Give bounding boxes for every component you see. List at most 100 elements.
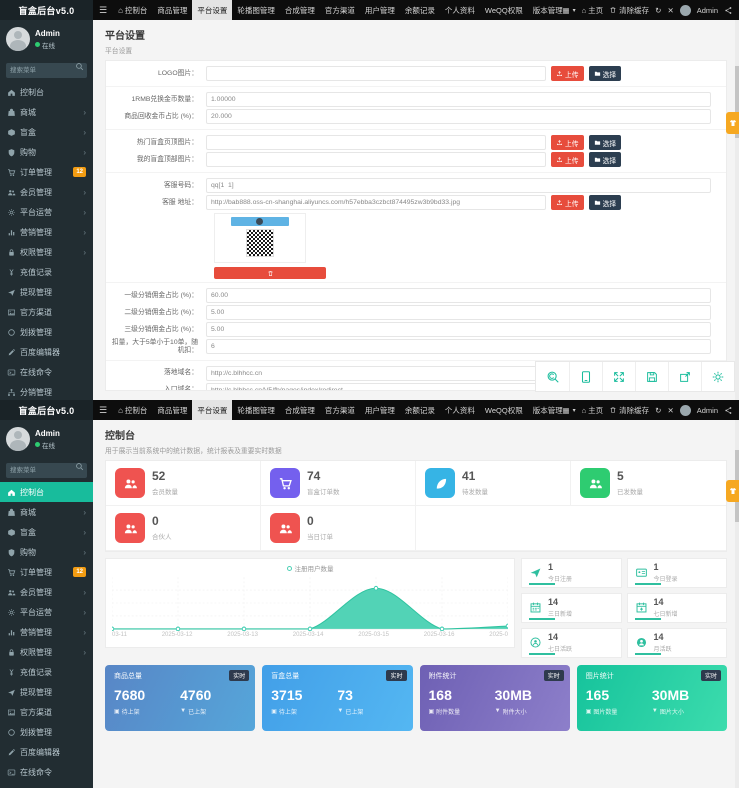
sidebar-menu-item[interactable]: 分销管理 xyxy=(0,382,93,400)
sidebar-menu-item[interactable]: 购物 › xyxy=(0,142,93,162)
level1-commission-input[interactable] xyxy=(206,288,711,303)
choose-button[interactable]: 选择 xyxy=(588,195,622,210)
avatar[interactable] xyxy=(6,427,30,451)
sidebar-menu-item[interactable]: 订单管理 12 xyxy=(0,562,93,582)
nav-tab[interactable]: 轮播图管理 xyxy=(237,5,275,15)
search-input[interactable] xyxy=(6,63,87,78)
nav-tab[interactable]: 合成管理 xyxy=(284,5,315,15)
chart-legend[interactable]: 注册用户数量 xyxy=(112,563,508,573)
service-number-input[interactable] xyxy=(206,178,711,193)
upload-button[interactable]: 上传 xyxy=(551,195,584,210)
sidebar-menu-item[interactable]: 控制台 xyxy=(0,82,93,102)
sidebar-menu-item[interactable]: 充值记录 xyxy=(0,262,93,282)
sidebar-menu-item[interactable]: 平台运营 › xyxy=(0,602,93,622)
scrollbar-thumb[interactable] xyxy=(735,66,739,138)
sidebar-menu-item[interactable]: 分销管理 xyxy=(0,782,93,788)
sidebar-menu-item[interactable]: 权限管理 › xyxy=(0,242,93,262)
delete-qr-button[interactable] xyxy=(214,267,326,279)
theme-panel-handle[interactable] xyxy=(726,112,739,134)
sidebar-menu-item[interactable]: 营销管理 › xyxy=(0,622,93,642)
avatar[interactable] xyxy=(679,4,691,16)
nav-tab[interactable]: 余额记录 xyxy=(404,5,435,15)
sidebar-menu-item[interactable]: 商城 › xyxy=(0,102,93,122)
nav-tab[interactable]: 商品管理 xyxy=(157,5,188,15)
topbar-user-name[interactable]: Admin xyxy=(696,5,718,15)
sidebar-menu-item[interactable]: 划拨管理 xyxy=(0,322,93,342)
search-input[interactable] xyxy=(6,463,87,478)
sidebar-menu-item[interactable]: 平台运营 › xyxy=(0,202,93,222)
sidebar-menu-item[interactable]: 会员管理 › xyxy=(0,582,93,602)
nav-tab[interactable]: 版本管理 xyxy=(532,5,563,15)
settings-tool-button[interactable] xyxy=(701,362,734,391)
sidebar-menu-item[interactable]: 官方渠道 xyxy=(0,702,93,722)
sidebar-menu-item[interactable]: 官方渠道 xyxy=(0,302,93,322)
sidebar-menu-item[interactable]: 提现管理 xyxy=(0,682,93,702)
menu-toggle-icon[interactable]: ☰ xyxy=(99,404,108,415)
export-button[interactable] xyxy=(668,362,701,391)
sidebar-menu-item[interactable]: 营销管理 › xyxy=(0,222,93,242)
level3-commission-input[interactable] xyxy=(206,322,711,337)
nav-tab[interactable]: 余额记录 xyxy=(404,405,435,415)
upload-button[interactable]: 上传 xyxy=(551,135,584,150)
nav-tab[interactable]: 平台设置 xyxy=(192,0,233,20)
close-icon[interactable]: ✕ xyxy=(667,5,674,15)
sidebar-menu-item[interactable]: 充值记录 xyxy=(0,662,93,682)
hot-top-image-input[interactable] xyxy=(206,135,546,150)
avatar[interactable] xyxy=(6,27,30,51)
sidebar-menu-item[interactable]: 盲盒 › xyxy=(0,522,93,542)
clear-cache-button[interactable]: 清除缓存 xyxy=(609,5,649,16)
my-top-image-input[interactable] xyxy=(206,152,546,167)
nav-tab[interactable]: 官方渠道 xyxy=(324,5,355,15)
rmb-coin-input[interactable] xyxy=(206,92,711,107)
upload-button[interactable]: 上传 xyxy=(551,152,584,167)
level2-commission-input[interactable] xyxy=(206,305,711,320)
sidebar-menu-item[interactable]: 盲盒 › xyxy=(0,122,93,142)
sidebar-menu-item[interactable]: 权限管理 › xyxy=(0,642,93,662)
upload-button[interactable]: 上传 xyxy=(551,66,584,81)
close-icon[interactable]: ✕ xyxy=(667,405,674,415)
nav-tab[interactable]: ⌂ 控制台 xyxy=(118,5,148,15)
sidebar-menu-item[interactable]: 在线命令 xyxy=(0,362,93,382)
sidebar-menu-item[interactable]: 百度编辑器 xyxy=(0,742,93,762)
sidebar-menu-item[interactable]: 会员管理 › xyxy=(0,182,93,202)
nav-tab[interactable]: 用户管理 xyxy=(364,405,395,415)
sidebar-menu-item[interactable]: 在线命令 xyxy=(0,762,93,782)
zoom-tool-button[interactable] xyxy=(536,362,569,391)
nav-tab[interactable]: 轮播图管理 xyxy=(237,405,275,415)
avatar[interactable] xyxy=(679,404,691,416)
service-qr-url-input[interactable] xyxy=(206,195,546,210)
grid-menu-icon[interactable]: ▦ ▾ xyxy=(562,5,576,15)
sidebar-menu-item[interactable]: 提现管理 xyxy=(0,282,93,302)
share-icon[interactable] xyxy=(724,6,733,15)
menu-toggle-icon[interactable]: ☰ xyxy=(99,4,108,15)
home-link[interactable]: ⌂ 主页 xyxy=(581,405,604,415)
sidebar-menu-item[interactable]: 订单管理 12 xyxy=(0,162,93,182)
search-icon[interactable] xyxy=(75,62,84,71)
nav-tab[interactable]: WeQQ权限 xyxy=(484,5,523,15)
mobile-preview-button[interactable] xyxy=(569,362,602,391)
fullscreen-button[interactable] xyxy=(602,362,635,391)
theme-panel-handle[interactable] xyxy=(726,480,739,502)
deduct-input[interactable] xyxy=(206,339,711,355)
sidebar-menu-item[interactable]: 百度编辑器 xyxy=(0,342,93,362)
choose-button[interactable]: 选择 xyxy=(588,135,622,150)
sidebar-menu-item[interactable]: 划拨管理 xyxy=(0,722,93,742)
nav-tab[interactable]: WeQQ权限 xyxy=(484,405,523,415)
recycle-ratio-input[interactable] xyxy=(206,109,711,124)
sidebar-menu-item[interactable]: 控制台 xyxy=(0,482,93,502)
logo-image-input[interactable] xyxy=(206,66,546,81)
qr-thumbnail[interactable] xyxy=(214,213,306,263)
save-button[interactable] xyxy=(635,362,668,391)
nav-tab[interactable]: 官方渠道 xyxy=(324,405,355,415)
nav-tab[interactable]: ⌂ 控制台 xyxy=(118,405,148,415)
search-icon[interactable] xyxy=(75,462,84,471)
grid-menu-icon[interactable]: ▦ ▾ xyxy=(562,405,576,415)
share-icon[interactable] xyxy=(724,406,733,415)
nav-tab[interactable]: 版本管理 xyxy=(532,405,563,415)
nav-tab[interactable]: 用户管理 xyxy=(364,5,395,15)
choose-button[interactable]: 选择 xyxy=(588,152,622,167)
nav-tab[interactable]: 个人资料 xyxy=(444,405,475,415)
sidebar-menu-item[interactable]: 购物 › xyxy=(0,542,93,562)
nav-tab[interactable]: 商品管理 xyxy=(157,405,188,415)
nav-tab[interactable]: 平台设置 xyxy=(192,400,233,420)
